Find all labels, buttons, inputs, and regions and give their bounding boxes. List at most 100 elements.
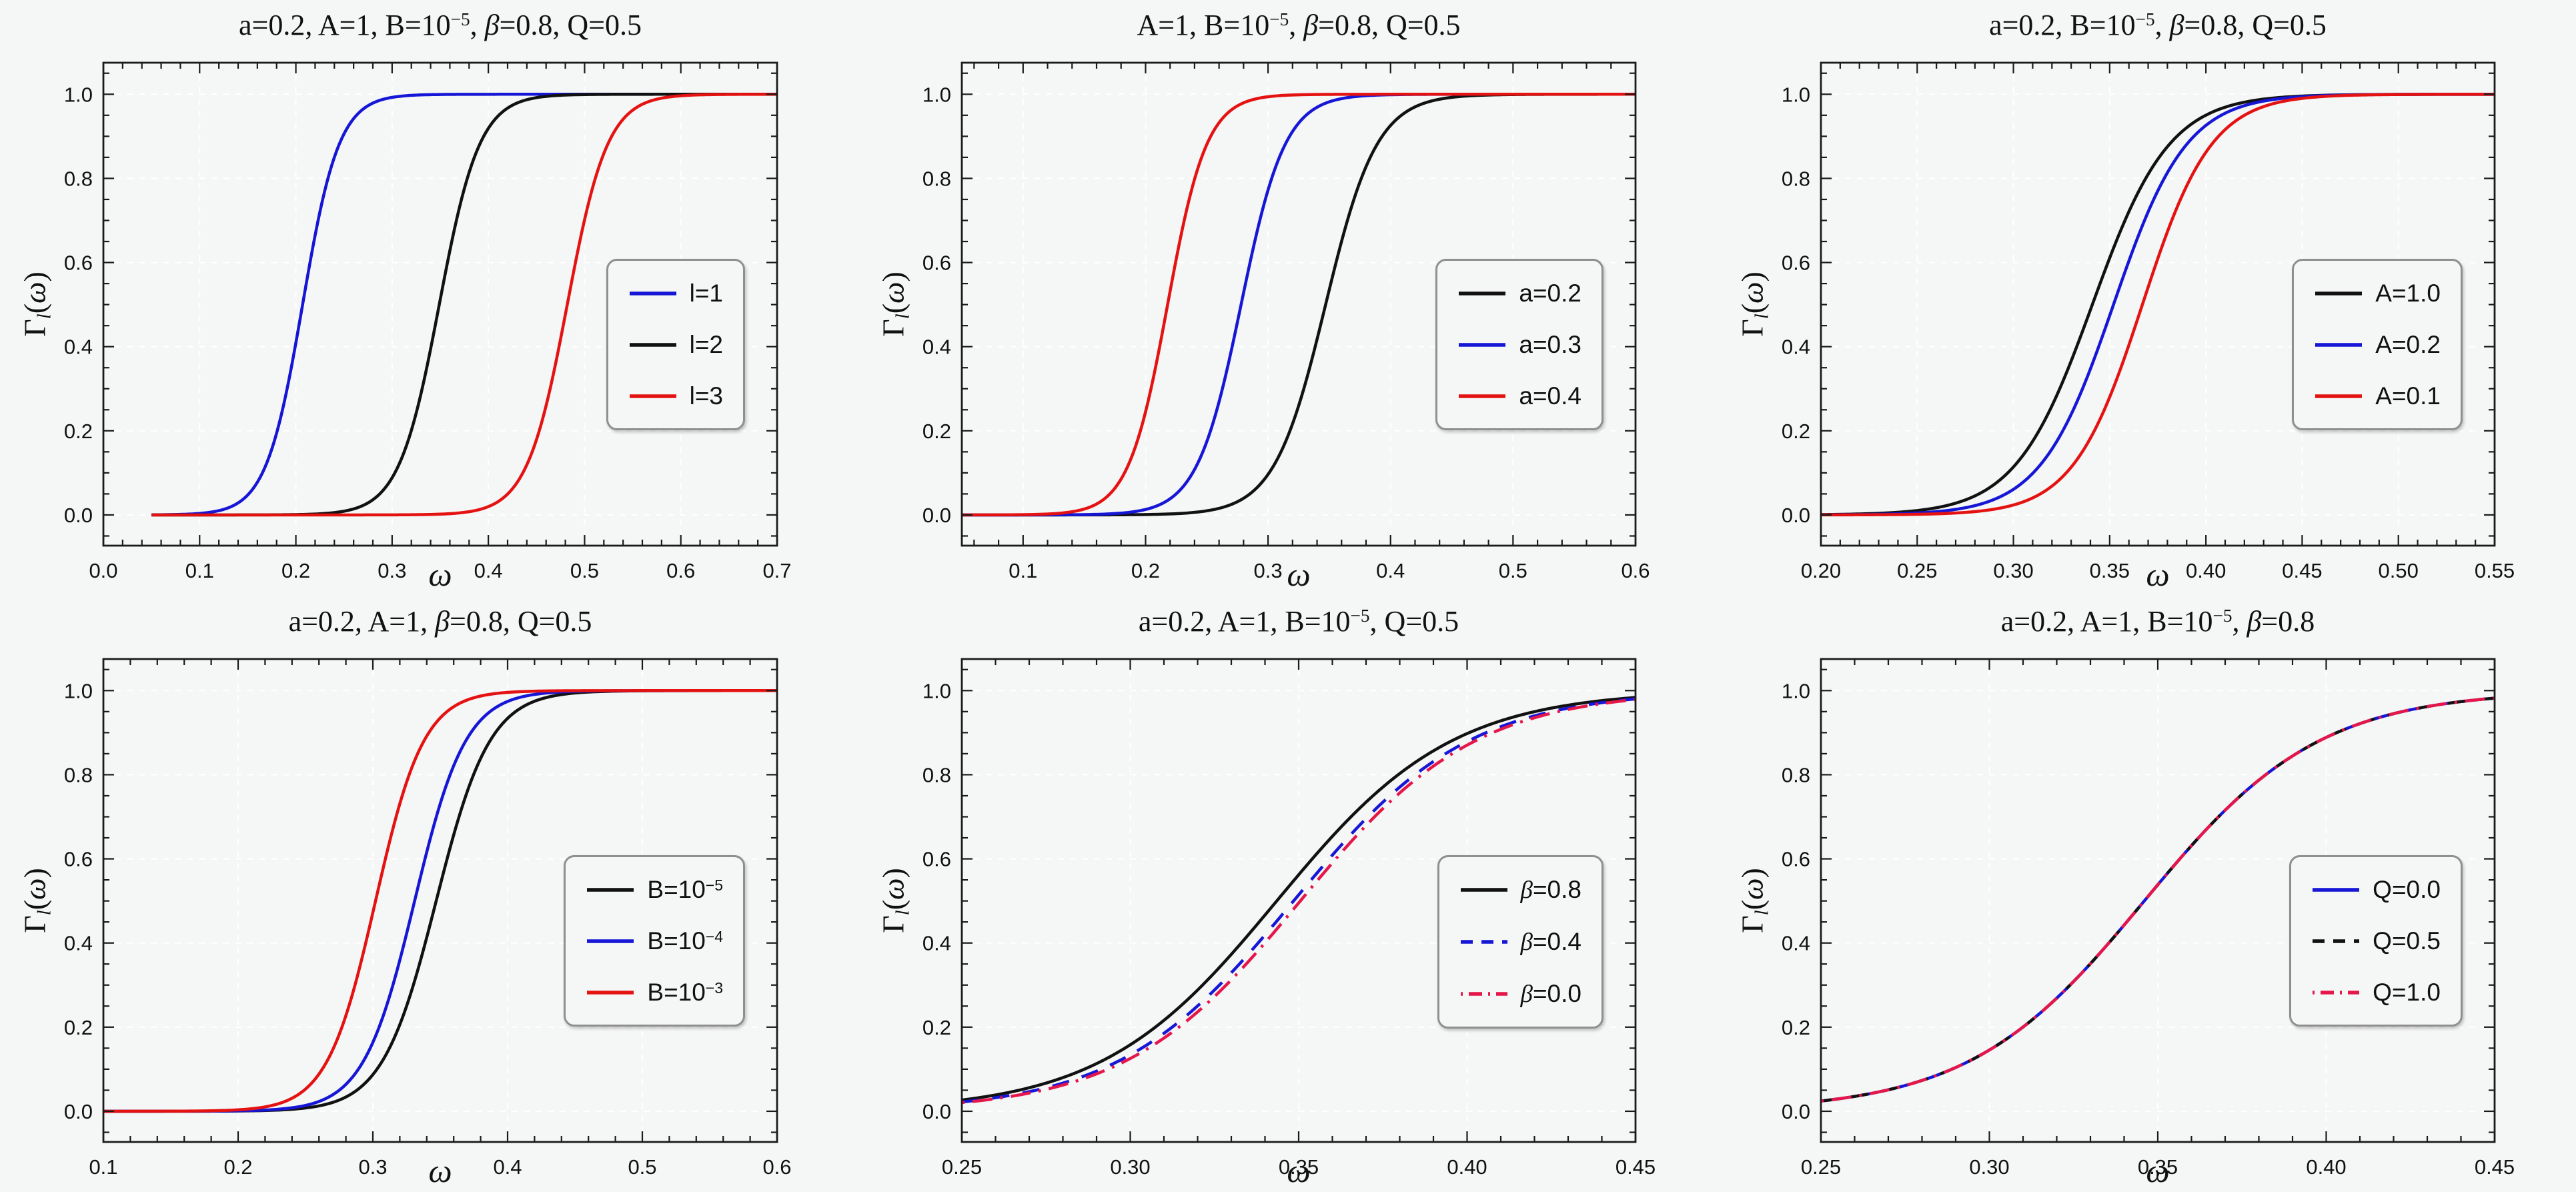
- text-part: =0.8, Q=0.5: [450, 605, 592, 638]
- legend-label: A=1.0: [2375, 281, 2441, 306]
- y-tick-label: 0.8: [922, 763, 951, 786]
- legend-label: Q=0.5: [2373, 929, 2441, 953]
- legend-item: B=10−5: [586, 877, 723, 902]
- plot-legend: l=1 l=2 l=3: [606, 259, 745, 430]
- x-axis-label: ω: [1821, 555, 2495, 594]
- plot-legend: a=0.2 a=0.3 a=0.4: [1435, 259, 1603, 430]
- x-tick-label: 0.40: [2186, 559, 2226, 582]
- x-tick-label: 0.1: [89, 1155, 117, 1179]
- legend-item: a=0.2: [1457, 281, 1581, 306]
- text-part: =0.8: [1532, 876, 1581, 903]
- text-part: l=2: [689, 331, 723, 358]
- text-part: ,: [470, 9, 485, 41]
- x-tick-label: 0.1: [185, 559, 214, 582]
- x-tick-label: 0.55: [2475, 559, 2515, 582]
- y-tick-label: 0.4: [1782, 336, 1810, 359]
- x-tick-label: 0.2: [223, 1155, 252, 1179]
- legend-line-swatch: [2313, 887, 2360, 892]
- y-tick-label: 0.2: [922, 1016, 951, 1039]
- text-part: Q=0.0: [2373, 876, 2441, 903]
- legend-label: B=10−5: [647, 877, 723, 902]
- plot-canvas: 0.20 0.25 0.30 0.35 0.40 0.45 0.50 0.55 0.0 0.2 0.…: [1782, 61, 2515, 582]
- plot-canvas: 0.25 0.30 0.35 0.40 0.45 0.0 0.2 0.4 0.6 0.8 1.0: [922, 658, 1656, 1179]
- x-tick-label: 0.6: [762, 1155, 791, 1179]
- legend-label: A=0.2: [2375, 332, 2441, 357]
- x-tick-label: 0.5: [628, 1155, 656, 1179]
- x-tick-label: 0.35: [2138, 1155, 2178, 1179]
- text-part: ω: [428, 556, 452, 593]
- y-tick-label: 0.8: [922, 167, 951, 190]
- x-tick-label: 0.25: [1801, 1155, 1841, 1179]
- text-part: ω: [1287, 1152, 1311, 1189]
- text-part: =0.0: [1532, 980, 1581, 1007]
- y-tick-label: 0.2: [1782, 1016, 1810, 1039]
- text-part: a=0.2, A=1, B=10: [238, 9, 451, 41]
- y-tick-label: 1.0: [1782, 679, 1810, 702]
- text-part: A=1, B=10: [1137, 9, 1270, 41]
- legend-item: β=0.0: [1459, 981, 1581, 1007]
- plot-cell-a-variation: A=1, B=10−5, β=0.8, Q=0.5 Γl(ω) 0.1 0.2 0.…: [858, 0, 1717, 596]
- text-part: Q=1.0: [2373, 979, 2441, 1006]
- y-tick-label: 0.4: [1782, 932, 1810, 955]
- y-tick-label: 0.6: [1782, 848, 1810, 871]
- y-tick-label: 0.4: [922, 336, 951, 359]
- legend-label: B=10−4: [647, 929, 723, 953]
- x-tick-label: 0.3: [358, 1155, 387, 1179]
- text-part: −5: [450, 9, 470, 30]
- text-part: =0.8: [2261, 605, 2315, 638]
- legend-item: A=0.1: [2314, 384, 2441, 408]
- y-tick-label: 0.8: [64, 763, 93, 786]
- legend-line-swatch: [587, 990, 634, 995]
- text-part: =0.8, Q=0.5: [2184, 9, 2327, 41]
- text-part: β: [1303, 9, 1319, 41]
- legend-label: l=3: [690, 384, 723, 408]
- x-tick-label: 0.25: [942, 1155, 982, 1179]
- legend-line-swatch: [1460, 940, 1507, 944]
- text-part: −5: [1350, 606, 1370, 626]
- x-tick-label: 0.4: [1376, 559, 1405, 582]
- text-part: −5: [1269, 9, 1289, 30]
- legend-item: a=0.3: [1457, 332, 1581, 357]
- legend-line-swatch: [1459, 394, 1506, 398]
- text-part: a=0.2, B=10: [1989, 9, 2136, 41]
- legend-item: β=0.8: [1459, 877, 1581, 903]
- legend-item: A=0.2: [2314, 332, 2441, 357]
- y-tick-label: 0.0: [922, 1100, 951, 1123]
- text-part: ,: [2154, 9, 2170, 41]
- y-tick-label: 0.0: [1782, 1100, 1810, 1123]
- text-part: ω: [1287, 556, 1311, 593]
- x-tick-label: 0.30: [1993, 559, 2033, 582]
- plot-canvas: 0.25 0.30 0.35 0.40 0.45 0.0 0.2 0.4 0.6 0.8 1.0: [1782, 658, 2515, 1179]
- legend-label: A=0.1: [2375, 384, 2441, 408]
- x-tick-label: 0.5: [1499, 559, 1527, 582]
- legend-line-swatch: [1460, 992, 1507, 996]
- x-tick-label: 0.1: [1009, 559, 1037, 582]
- x-axis-label: ω: [1821, 1151, 2495, 1190]
- plot-legend: B=10−5 B=10−4 B=10−3: [564, 855, 745, 1027]
- legend-label: l=2: [690, 332, 723, 357]
- y-tick-label: 0.4: [64, 336, 93, 359]
- legend-item: A=1.0: [2314, 281, 2441, 306]
- x-tick-label: 0.35: [1279, 1155, 1319, 1179]
- legend-label: Q=0.0: [2373, 877, 2441, 902]
- text-part: a=0.2: [1519, 279, 1581, 307]
- legend-item: Q=0.0: [2311, 877, 2441, 902]
- text-part: β: [484, 9, 500, 41]
- x-tick-label: 0.25: [1897, 559, 1937, 582]
- legend-item: Q=0.5: [2311, 929, 2441, 953]
- x-tick-label: 0.5: [570, 559, 599, 582]
- plot-canvas: 0.0 0.1 0.2 0.3 0.4 0.5 0.6 0.7 0.0 0.2 0.4 0.6 0.8 1…: [64, 61, 792, 582]
- legend-item: B=10−4: [586, 929, 723, 953]
- text-part: l=1: [689, 279, 723, 307]
- text-part: =0.8, Q=0.5: [499, 9, 642, 41]
- text-part: β: [2246, 605, 2262, 638]
- legend-line-swatch: [1460, 888, 1507, 892]
- y-tick-label: 0.0: [64, 504, 93, 527]
- text-part: A=1.0: [2375, 279, 2441, 307]
- y-tick-label: 0.6: [922, 848, 951, 871]
- legend-item: l=2: [628, 332, 723, 357]
- plot-cell-Q-variation: a=0.2, A=1, B=10−5, β=0.8 Γl(ω) 0.25 0.30…: [1718, 596, 2576, 1192]
- plot-title: A=1, B=10−5, β=0.8, Q=0.5: [962, 8, 1636, 42]
- x-axis-label: ω: [962, 1151, 1636, 1190]
